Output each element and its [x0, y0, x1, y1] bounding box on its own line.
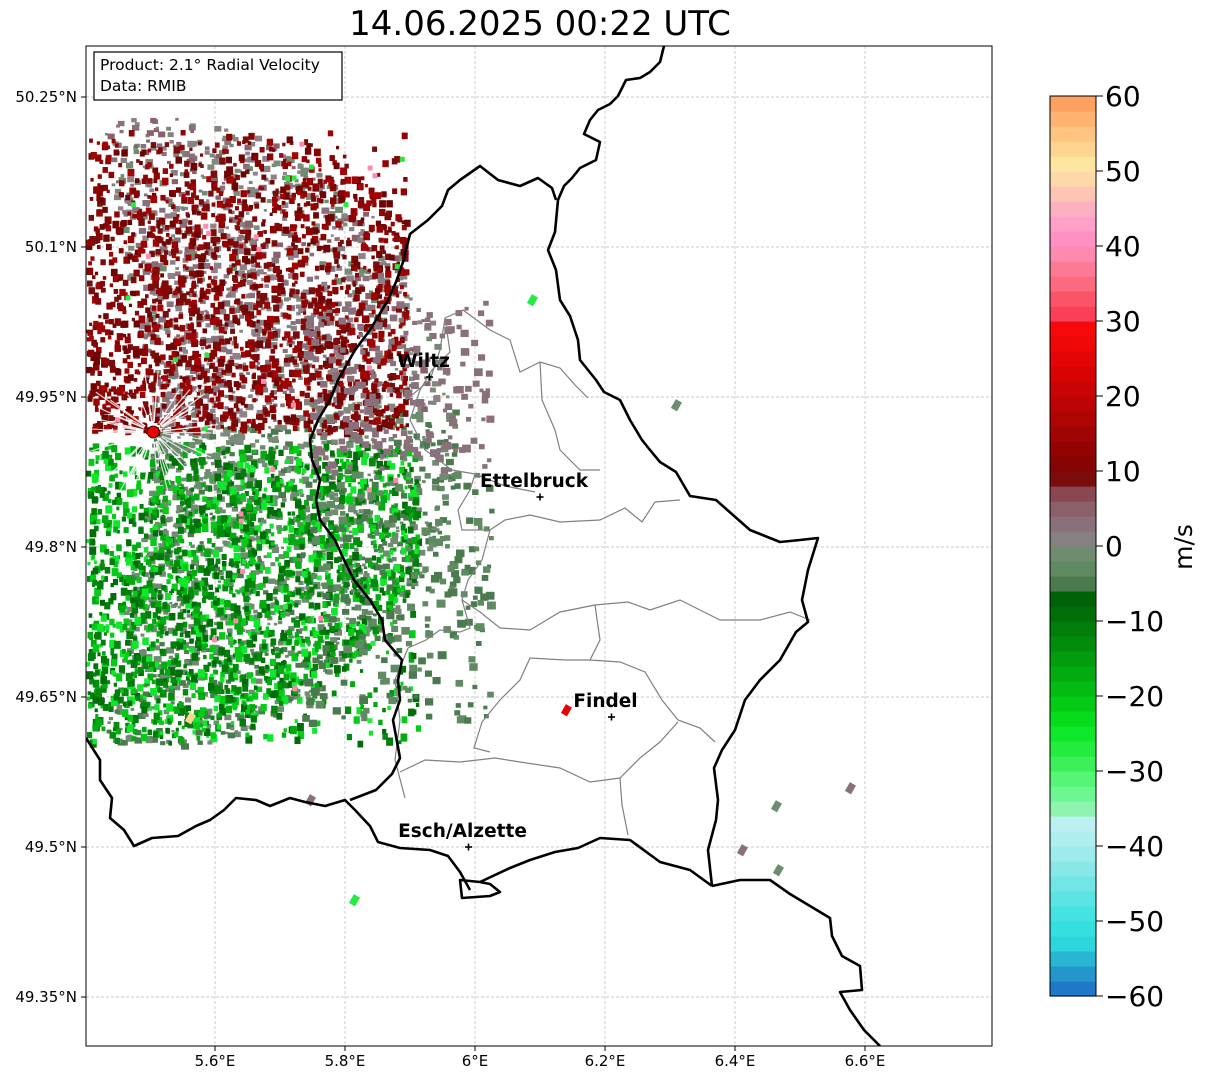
lat-tick-label: 49.5°N: [25, 838, 77, 856]
country-borders: [86, 46, 881, 1046]
canton-boundaries: [394, 309, 811, 836]
lon-tick-label: 5.6°E: [195, 1052, 236, 1070]
france-belgium-border: [86, 737, 472, 891]
city-findel: Findel: [573, 691, 638, 721]
city-label: Wiltz: [397, 351, 450, 372]
chart-title: 14.06.2025 00:22 UTC: [349, 4, 731, 44]
germany-border-south: [711, 878, 881, 1046]
lat-tick-label: 49.8°N: [25, 538, 77, 556]
city-label: Findel: [573, 691, 637, 712]
lat-tick-label: 49.95°N: [15, 388, 77, 406]
info-data-source: Data: RMIB: [100, 77, 187, 95]
canton-boundary: [699, 609, 811, 621]
canton-boundary: [589, 659, 716, 743]
lon-tick-label: 6.2°E: [585, 1052, 626, 1070]
city-wiltz: Wiltz: [397, 351, 450, 381]
lon-tick-label: 6°E: [462, 1052, 489, 1070]
lon-tick-label: 5.8°E: [325, 1052, 366, 1070]
info-product: Product: 2.1° Radial Velocity: [100, 56, 320, 74]
canton-boundary: [473, 604, 601, 753]
lat-tick-label: 50.25°N: [15, 88, 77, 106]
map-frame: [85, 45, 993, 1047]
lon-tick-label: 6.6°E: [845, 1052, 886, 1070]
lon-tick-label: 6.4°E: [715, 1052, 756, 1070]
city-ettelbruck: Ettelbruck: [480, 471, 589, 501]
lat-tick-label: 50.1°N: [25, 238, 77, 256]
radar-echoes: [86, 117, 856, 907]
map-axis-ticks: 50.25°N 50.1°N 49.95°N 49.8°N 49.65°N 49.5°N 4…: [15, 88, 885, 1070]
info-box: Product: 2.1° Radial Velocity Data: RMIB: [93, 51, 343, 101]
france-luxembourg-border: [458, 836, 713, 900]
radar-site-marker: [146, 425, 160, 439]
canton-boundary: [407, 529, 491, 649]
canton-boundary: [619, 777, 629, 836]
canton-boundary: [457, 473, 681, 531]
lat-tick-label: 49.65°N: [15, 688, 77, 706]
canton-boundary: [399, 721, 679, 783]
canton-boundary: [409, 317, 536, 493]
city-label: Ettelbruck: [480, 471, 589, 492]
belgium-luxembourg-border: [308, 164, 558, 802]
lat-tick-label: 49.35°N: [15, 988, 77, 1006]
city-esch-alzette: Esch/Alzette: [398, 821, 527, 851]
city-markers: Wiltz Ettelbruck Findel Esch/Alzette: [397, 351, 638, 851]
canton-boundary: [405, 309, 589, 401]
canton-boundary: [461, 599, 701, 631]
canton-boundary: [539, 361, 600, 471]
luxembourg-border: [546, 46, 820, 887]
city-label: Esch/Alzette: [398, 821, 527, 842]
